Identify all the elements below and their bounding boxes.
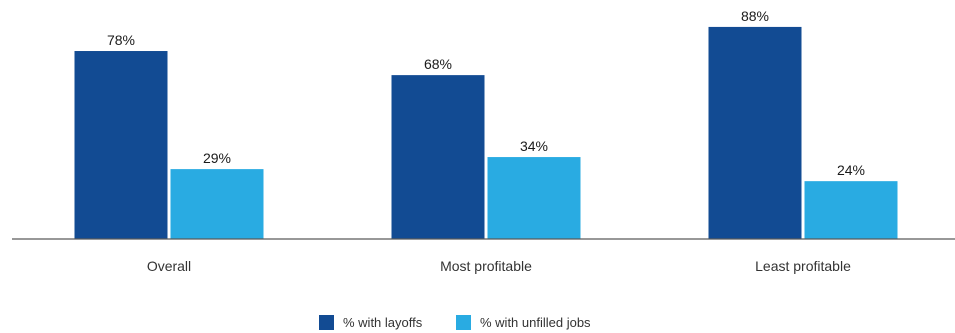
bar-most-profitable-with-unfilled-jobs [487,157,581,239]
legend-label-unfilled-jobs: % with unfilled jobs [480,315,591,330]
category-label-overall: Overall [147,258,191,274]
category-label-most-profitable: Most profitable [440,258,532,274]
data-label-overall-with-layoffs: 78% [107,32,135,48]
legend-swatch-unfilled-jobs [456,315,471,330]
bar-least-profitable-with-unfilled-jobs [804,181,898,239]
bar-most-profitable-with-layoffs [391,75,485,240]
legend-label-layoffs: % with layoffs [343,315,423,330]
bar-overall-with-layoffs [74,51,168,239]
category-labels-layer: Overall Most profitable Least profitable [147,258,851,274]
legend: % with layoffs % with unfilled jobs [319,315,591,330]
legend-swatch-layoffs [319,315,334,330]
category-label-least-profitable: Least profitable [755,258,851,274]
bar-least-profitable-with-layoffs [708,26,802,240]
bar-overall-with-unfilled-jobs [170,169,264,239]
value-labels-layer: 78% 29% 68% 34% 88% 24% [107,8,865,178]
data-label-overall-with-unfilled-jobs: 29% [203,150,231,166]
data-label-most-profitable-with-layoffs: 68% [424,56,452,72]
data-label-least-profitable-with-unfilled-jobs: 24% [837,162,865,178]
data-label-least-profitable-with-layoffs: 88% [741,8,769,24]
data-label-most-profitable-with-unfilled-jobs: 34% [520,138,548,154]
bars-layer [74,26,898,240]
